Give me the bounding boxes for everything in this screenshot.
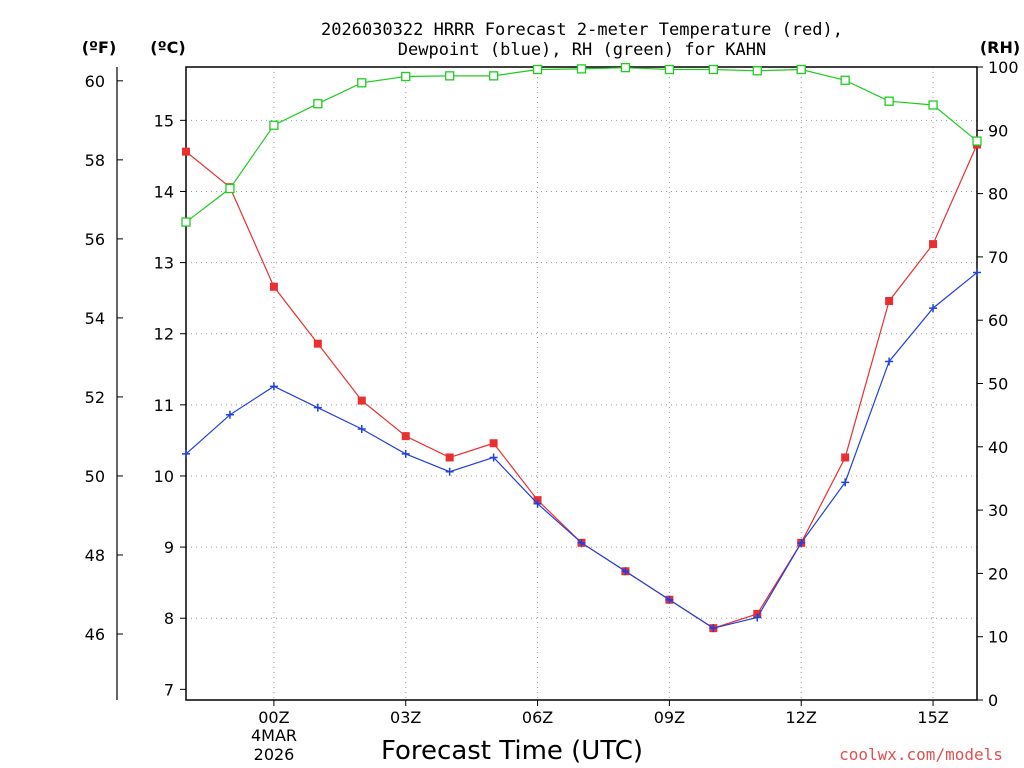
chart-title-line2: Dewpoint (blue), RH (green) for KAHN [398, 40, 766, 60]
rh-tick-label: 0 [988, 691, 998, 710]
rh-line [185, 67, 978, 223]
temperature-point [269, 282, 278, 291]
celsius-tick-label: 12 [154, 325, 174, 344]
dewpoint-point [577, 538, 586, 547]
rh-tick-label: 40 [988, 438, 1008, 457]
rh-point [884, 96, 894, 106]
rh-point [488, 71, 499, 81]
rh-tick-label: 80 [988, 185, 1008, 204]
fahrenheit-tick-label: 48 [85, 546, 105, 565]
dewpoint-point [709, 624, 718, 633]
dewpoint-point [753, 613, 762, 622]
rh-point [972, 136, 982, 146]
rh-point [401, 71, 411, 82]
dewpoint-point [885, 357, 894, 366]
rh-unit-label: (RH) [980, 38, 1020, 57]
rh-tick-label: 60 [988, 311, 1008, 330]
rh-point [225, 183, 235, 194]
chart-title-line1: 2026030322 HRRR Forecast 2-meter Tempera… [321, 20, 843, 40]
fahrenheit-tick-label: 46 [85, 625, 105, 644]
rh-point [445, 71, 455, 81]
dewpoint-point [401, 449, 410, 458]
temperature-point [401, 432, 410, 441]
rh-tick-label: 100 [988, 58, 1019, 77]
rh-point [708, 64, 718, 75]
rh-tick-label: 70 [988, 248, 1008, 267]
x-tick-label: 12Z [786, 708, 817, 727]
rh-point [928, 100, 938, 110]
x-tick-label: 15Z [917, 708, 948, 727]
celsius-tick-label: 7 [164, 680, 174, 699]
dewpoint-point [445, 467, 454, 476]
rh-point [576, 64, 587, 74]
dewpoint-point [929, 304, 938, 313]
plot-frame [185, 66, 978, 701]
rh-point [796, 64, 806, 75]
rh-point [840, 75, 850, 85]
rh-tick-label: 50 [988, 375, 1008, 394]
rh-point [357, 78, 367, 88]
x-tick-label: 06Z [522, 708, 553, 727]
celsius-tick-label: 10 [154, 467, 174, 486]
celsius-tick-label: 8 [164, 609, 174, 628]
grid-lines [186, 67, 977, 700]
fahrenheit-unit-label: (ºF) [82, 38, 117, 57]
dewpoint-point [973, 268, 981, 277]
date-label-day: 4MAR [251, 726, 297, 745]
rh-tick-label: 90 [988, 121, 1008, 140]
celsius-tick-label: 15 [154, 111, 174, 130]
rh-tick-label: 20 [988, 564, 1008, 583]
temperature-point [489, 439, 498, 448]
x-tick-label: 00Z [258, 708, 289, 727]
fahrenheit-tick-label: 54 [85, 309, 105, 328]
rh-tick-label: 10 [988, 628, 1008, 647]
rh-tick-label: 30 [988, 501, 1008, 520]
rh-point [752, 66, 762, 76]
x-axis-label: Forecast Time (UTC) [381, 736, 643, 766]
rh-point [532, 64, 543, 75]
temperature-point [445, 453, 454, 462]
temperature-point [357, 396, 366, 405]
dewpoint-point [225, 410, 234, 419]
temperature-point [929, 240, 938, 249]
fahrenheit-tick-label: 60 [85, 72, 105, 91]
celsius-tick-label: 14 [154, 182, 174, 201]
celsius-unit-label: (ºC) [150, 38, 185, 57]
rh-point [181, 217, 191, 227]
fahrenheit-tick-label: 52 [85, 388, 105, 407]
x-tick-label: 03Z [390, 708, 421, 727]
dewpoint-point [533, 499, 542, 508]
celsius-tick-label: 13 [154, 254, 174, 273]
celsius-tick-label: 11 [154, 396, 174, 415]
temperature-point [313, 339, 322, 348]
dewpoint-point [841, 478, 850, 487]
temperature-line [185, 144, 978, 629]
temperature-point [182, 147, 190, 156]
celsius-tick-label: 9 [164, 538, 174, 557]
dewpoint-point [797, 538, 806, 547]
labels: 2026030322 HRRR Forecast 2-meter Tempera… [82, 20, 1020, 766]
dewpoint-point [269, 382, 278, 391]
dewpoint-point [313, 403, 322, 412]
fahrenheit-tick-label: 56 [85, 230, 105, 249]
rh-point [664, 64, 675, 75]
rh-point [620, 62, 631, 73]
dewpoint-point [357, 425, 366, 434]
dewpoint-point [621, 567, 630, 576]
fahrenheit-tick-label: 50 [85, 467, 105, 486]
dewpoint-point [665, 595, 674, 604]
temperature-point [841, 453, 850, 462]
fahrenheit-tick-label: 58 [85, 151, 105, 170]
x-tick-label: 09Z [654, 708, 685, 727]
date-label-year: 2026 [254, 745, 295, 764]
rh-point [269, 120, 279, 130]
series-layer [181, 62, 982, 633]
dewpoint-point [489, 453, 498, 462]
rh-point [313, 99, 323, 109]
credit-label: coolwx.com/models [839, 745, 1003, 764]
dewpoint-point [182, 449, 190, 458]
temperature-point [885, 296, 894, 305]
